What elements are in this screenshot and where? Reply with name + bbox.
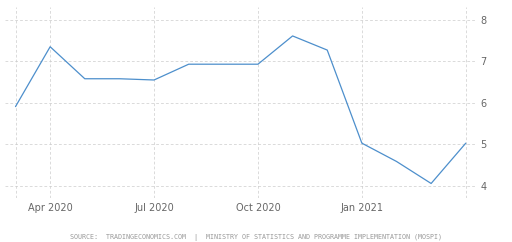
- Text: SOURCE:  TRADINGECONOMICS.COM  |  MINISTRY OF STATISTICS AND PROGRAMME IMPLEMENT: SOURCE: TRADINGECONOMICS.COM | MINISTRY …: [70, 234, 442, 241]
